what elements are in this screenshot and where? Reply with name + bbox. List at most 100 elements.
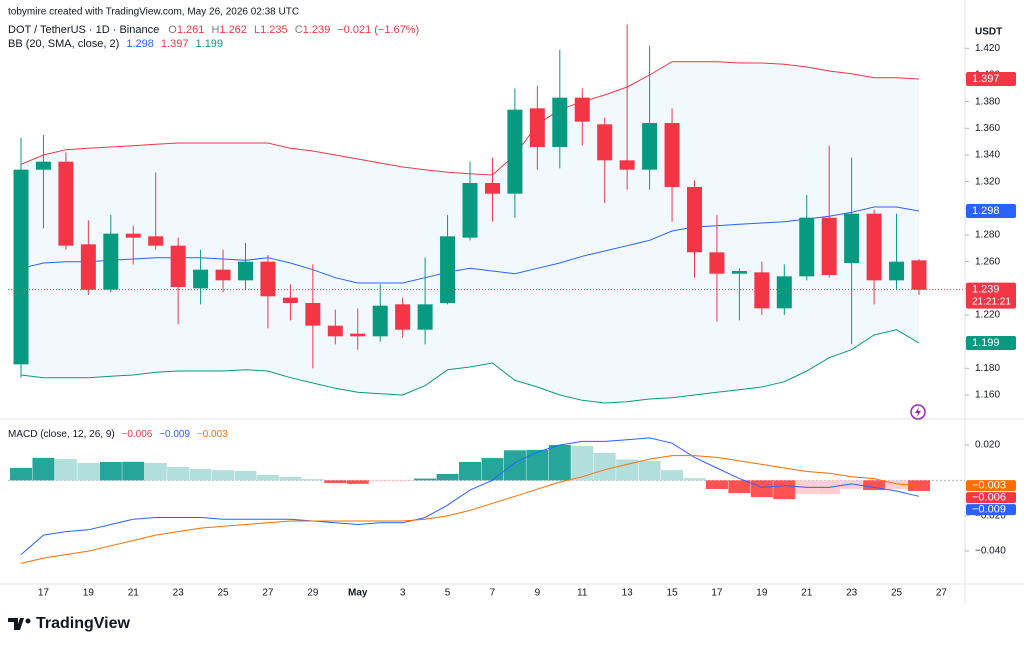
y-tick-label: 1.160	[975, 390, 1000, 401]
candle-body	[125, 233, 141, 238]
change: −0.021 (−1.67%)	[337, 24, 419, 36]
o-label: O	[168, 24, 177, 36]
histogram-bar	[369, 480, 392, 482]
brand-logo: TradingView	[8, 615, 131, 632]
c-label: C	[295, 24, 303, 36]
bb-name: BB (20, SMA, close, 2)	[8, 38, 119, 50]
candle-body	[417, 304, 433, 330]
candle-body	[305, 303, 321, 326]
histogram-bar	[144, 463, 167, 481]
lower-tag: 1.199	[972, 337, 1000, 349]
candle-body	[642, 123, 658, 170]
histogram-bar	[593, 452, 616, 481]
candle-body	[440, 236, 456, 303]
signal-line	[20, 455, 920, 564]
bb-upper: 1.397	[161, 38, 189, 50]
candle-body	[844, 213, 860, 263]
last-price-tag: 1.239	[972, 284, 1000, 296]
candle-body	[327, 325, 343, 337]
x-tick-label: 19	[756, 588, 768, 599]
x-tick-label: 27	[936, 588, 948, 599]
x-tick-label: 25	[217, 588, 229, 599]
x-tick-label: 19	[83, 588, 95, 599]
basis-tag-bg	[966, 204, 1016, 218]
candle-body	[35, 161, 51, 170]
brand-name: TradingView	[36, 615, 131, 632]
y-tick-label: 0.020	[975, 440, 1000, 451]
countdown: 21:21:21	[972, 296, 1011, 307]
x-tick-label: 25	[891, 588, 903, 599]
y-tick-label: 1.420	[975, 43, 1000, 54]
l-value: 1.235	[260, 24, 288, 36]
y-tick-label: 1.360	[975, 123, 1000, 134]
last-price-tag-bg	[966, 282, 1016, 309]
candle-body	[776, 276, 792, 309]
candle-body	[821, 217, 837, 275]
histogram-bar	[503, 450, 526, 481]
candle-body	[58, 161, 74, 246]
histogram-bar	[324, 480, 347, 483]
candle-body	[350, 333, 366, 337]
histogram-bar	[683, 478, 706, 481]
candle-body	[754, 272, 770, 309]
histogram-tag-bg	[966, 492, 1016, 504]
histogram-bar	[705, 480, 728, 490]
upper-tag: 1.397	[972, 73, 1000, 85]
macd-name: MACD (close, 12, 26, 9)	[8, 429, 115, 440]
y-tick-label: 1.180	[975, 363, 1000, 374]
bb-lower	[20, 329, 920, 404]
upper-tag-bg	[966, 72, 1016, 86]
candle-body	[462, 183, 478, 238]
x-tick-label: 3	[400, 588, 406, 599]
x-tick-label: 23	[173, 588, 185, 599]
histogram-bar	[863, 480, 886, 491]
histogram-bar	[750, 480, 773, 498]
o-value: 1.261	[177, 24, 205, 36]
histogram-bar	[346, 480, 369, 484]
histogram-bar	[167, 467, 190, 481]
bb-basis: 1.298	[126, 38, 154, 50]
candle-body	[664, 123, 680, 187]
histogram-bar	[301, 479, 324, 481]
bb-legend: BB (20, SMA, close, 2) 1.298 1.397 1.199	[8, 38, 223, 50]
histogram-bar	[526, 449, 549, 481]
x-tick-label: 29	[307, 588, 319, 599]
histogram-bar	[616, 459, 639, 481]
histogram-bar	[391, 480, 414, 482]
macd-tag-bg	[966, 504, 1016, 516]
x-tick-label: 17	[38, 588, 50, 599]
h-value: 1.262	[219, 24, 247, 36]
y-tick-label: 1.320	[975, 176, 1000, 187]
l-label: L	[254, 24, 260, 36]
basis-tag: 1.298	[972, 205, 1000, 217]
candle-body	[529, 108, 545, 147]
symbol: DOT / TetherUS · 1D · Binance	[8, 24, 159, 36]
histogram-bar	[10, 467, 32, 481]
histogram-bar	[548, 444, 571, 481]
candle-body	[103, 233, 119, 290]
candle-body	[552, 97, 568, 147]
candle-body	[619, 160, 635, 170]
macd-hist-value: −0.006	[122, 429, 153, 440]
candle-body	[260, 261, 276, 297]
x-tick-label: 5	[445, 588, 451, 599]
signal-tag-bg	[966, 480, 1016, 492]
histogram-bar	[885, 480, 908, 490]
credit: tobymire created with TradingView.com, M…	[8, 7, 299, 18]
candle-body	[687, 187, 702, 253]
candle-body	[282, 297, 298, 303]
y-tick-label: 1.280	[975, 230, 1000, 241]
candle-body	[911, 260, 927, 290]
histogram-bar	[481, 458, 504, 481]
candle-body	[507, 109, 523, 194]
macd-tag: −0.009	[972, 504, 1006, 516]
histogram-bar	[32, 457, 55, 481]
y-tick-label: −0.040	[975, 546, 1006, 557]
y-tick-label: 1.340	[975, 150, 1000, 161]
candle-body	[731, 271, 747, 274]
histogram-bar	[908, 480, 930, 491]
histogram-bar	[728, 480, 751, 494]
x-tick-label: 15	[666, 588, 678, 599]
candle-body	[889, 261, 905, 281]
x-tick-label: 23	[846, 588, 858, 599]
